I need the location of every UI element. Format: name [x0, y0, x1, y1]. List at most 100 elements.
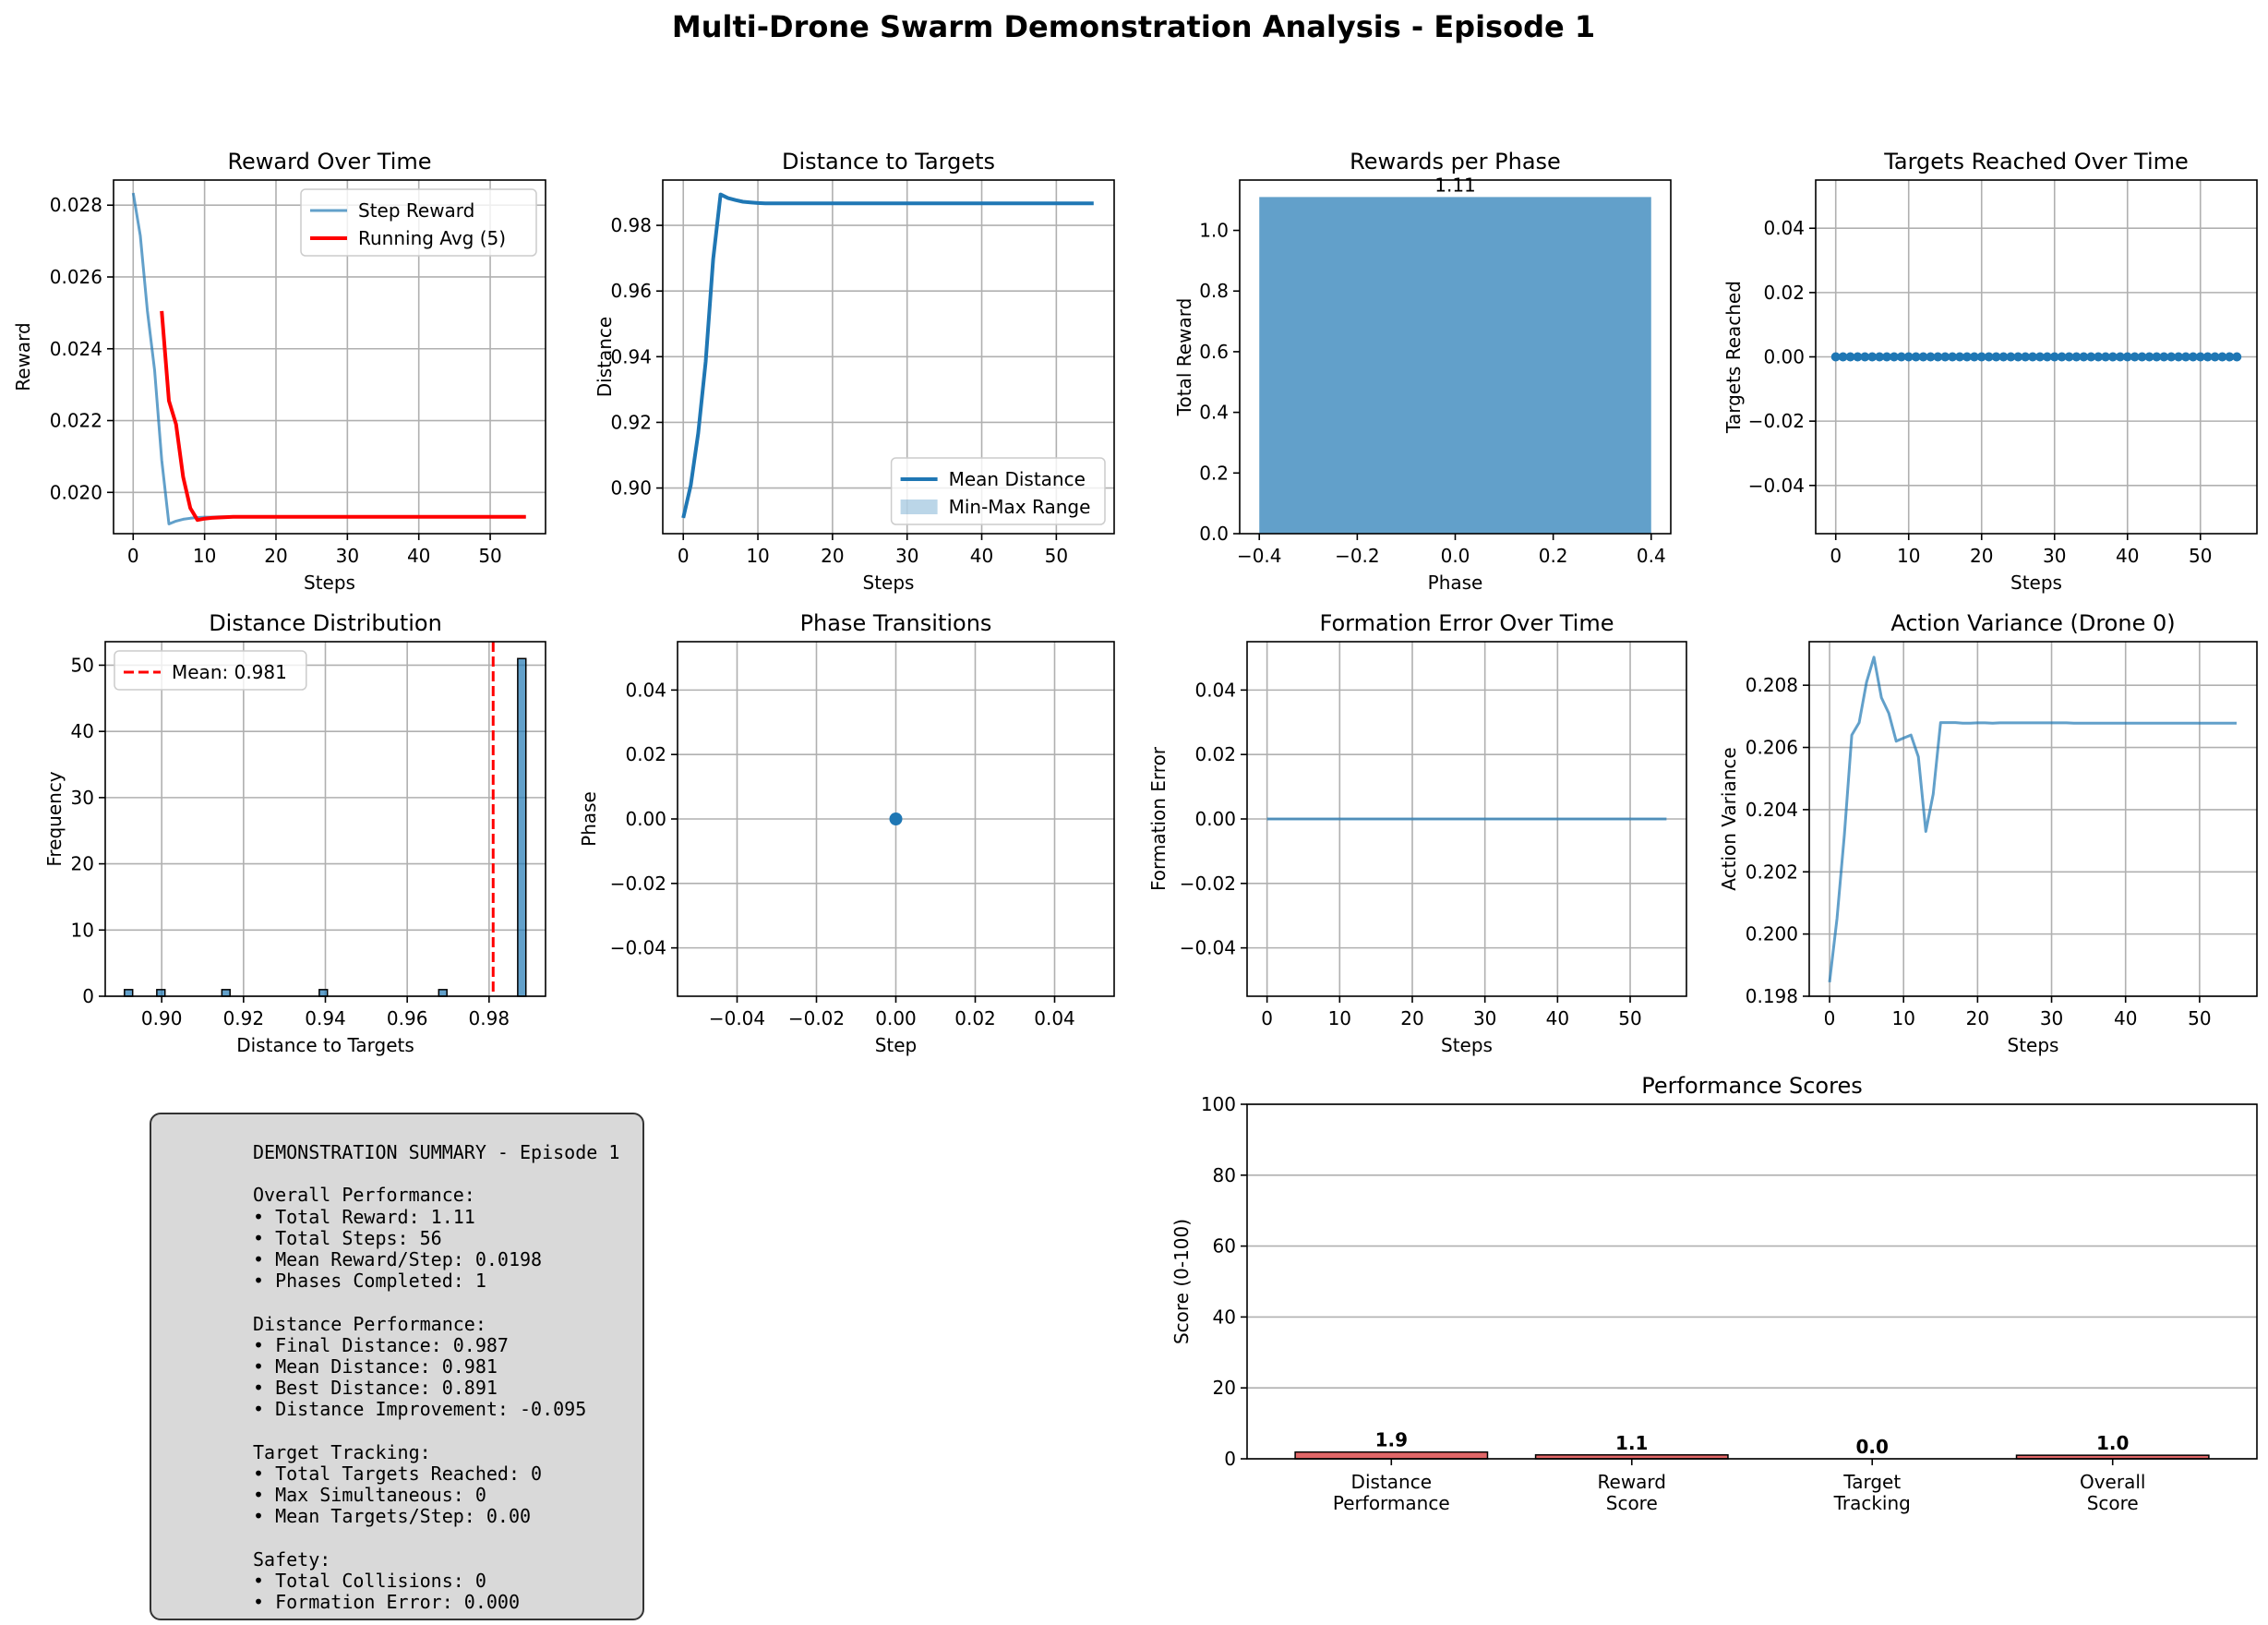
summary-line: • Mean Targets/Step: 0.00: [253, 1505, 532, 1528]
data-point: [1903, 352, 1914, 362]
summary-line: • Best Distance: 0.891: [253, 1377, 498, 1400]
y-tick-label: 30: [71, 787, 94, 809]
y-tick-label: 0.198: [1746, 985, 1798, 1007]
data-point: [1926, 352, 1936, 362]
x-tick-label: 10: [193, 545, 216, 567]
chart-phase_rewards: 1.11 −0.4 −0.2 0.0 0.2 0.4 0.0 0.2 0.4 0.6 0.8 1.0 R…: [1173, 149, 1672, 594]
x-tick-label: 0.4: [1637, 545, 1666, 567]
y-tick-label: 40: [71, 720, 94, 742]
summary-line: Overall Performance:: [253, 1184, 475, 1207]
data-point: [2225, 352, 2235, 362]
axes-frame: [1808, 641, 2258, 997]
x-tick-label: 10: [1328, 1007, 1351, 1029]
data-point: [2042, 352, 2052, 362]
y-tick-label: −0.02: [1180, 873, 1236, 895]
x-tick-label: 40: [1546, 1007, 1569, 1029]
summary-line: • Mean Distance: 0.981: [253, 1354, 498, 1378]
y-tick-label: 0.6: [1199, 341, 1229, 363]
x-tick-label: 0.94: [305, 1007, 346, 1029]
axes-frame: [1246, 1103, 2258, 1460]
y-tick-label: 0.200: [1746, 923, 1798, 945]
y-tick-label: 0.202: [1746, 861, 1798, 883]
y-axis-label: Targets Reached: [1722, 281, 1745, 434]
y-tick-label: 0.204: [1746, 799, 1798, 821]
x-axis-label: Steps: [2008, 1034, 2059, 1056]
y-tick-label: 0.04: [625, 679, 666, 701]
data-point: [2195, 352, 2205, 362]
data-point: [2122, 352, 2132, 362]
data-point: [2034, 352, 2045, 362]
chart-distance: 0 10 20 30 40 50 0.90 0.92 0.94 0.96 0.98 Distance …: [594, 149, 1115, 594]
histogram-bar: [156, 989, 166, 997]
x-tick-label: 0.90: [141, 1007, 183, 1029]
y-tick-label: 0.98: [610, 214, 652, 236]
chart-title: Performance Scores: [1641, 1073, 1862, 1099]
x-tick-label: 10: [1891, 1007, 1914, 1029]
summary-box: DEMONSTRATION SUMMARY - Episode 1 Overall…: [150, 1113, 644, 1620]
data-point: [2049, 352, 2059, 362]
x-tick-label: 40: [2114, 1007, 2137, 1029]
data-point: [2006, 352, 2016, 362]
x-axis-label: Steps: [304, 572, 355, 594]
x-tick-label: −0.04: [709, 1007, 765, 1029]
x-tick-label: 20: [1400, 1007, 1423, 1029]
data-point: [2028, 352, 2038, 362]
x-tick-label: 40: [407, 545, 430, 567]
data-point: [1911, 352, 1921, 362]
data-point: [1896, 352, 1906, 362]
x-tick-label: 0: [1824, 1007, 1836, 1029]
summary-line: • Distance Improvement: -0.095: [253, 1398, 587, 1421]
chart-targets_reached: 0 10 20 30 40 50 −0.04 −0.02 0.00 0.02 0.04 Targets…: [1722, 149, 2258, 594]
x-tick-label: Performance: [1333, 1492, 1450, 1514]
y-tick-label: 0.00: [1763, 346, 1805, 368]
legend-label: Min-Max Range: [949, 496, 1091, 518]
y-tick-label: 1.0: [1199, 220, 1229, 242]
data-point: [2086, 352, 2096, 362]
summary-line: • Total Reward: 1.11: [253, 1205, 475, 1228]
x-tick-label: 0.00: [875, 1007, 917, 1029]
data-point: [1991, 352, 2001, 362]
data-point: [1976, 352, 1986, 362]
data-point: [2232, 352, 2242, 362]
summary-line: • Mean Reward/Step: 0.0198: [253, 1247, 543, 1270]
summary-line: • Total Targets Reached: 0: [253, 1462, 543, 1485]
y-tick-label: −0.04: [1180, 937, 1236, 959]
data-point: [2137, 352, 2147, 362]
legend-label: Mean Distance: [949, 468, 1086, 490]
x-tick-label: 0.04: [1034, 1007, 1075, 1029]
data-point: [1940, 352, 1950, 362]
y-tick-label: 0.024: [50, 338, 102, 360]
data-point: [2144, 352, 2154, 362]
summary-line: • Phases Completed: 1: [253, 1270, 486, 1293]
data-point: [1830, 352, 1841, 362]
y-tick-label: 0.04: [1763, 217, 1805, 239]
y-axis-label: Total Reward: [1173, 298, 1195, 417]
data-point: [1838, 352, 1848, 362]
x-tick-label: −0.02: [788, 1007, 845, 1029]
x-tick-label: 0: [127, 545, 139, 567]
y-tick-label: 0.02: [1763, 282, 1805, 304]
y-tick-label: 20: [1213, 1377, 1236, 1399]
data-point: [1955, 352, 1965, 362]
summary-line: • Total Steps: 56: [253, 1226, 442, 1249]
y-tick-label: −0.02: [1748, 410, 1805, 432]
data-point: [889, 812, 903, 825]
data-point: [2202, 352, 2213, 362]
data-point: [2071, 352, 2082, 362]
x-tick-label: 50: [478, 545, 501, 567]
histogram-bar: [438, 989, 448, 997]
x-tick-label: Overall: [2080, 1471, 2145, 1493]
x-axis-label: Step: [875, 1034, 918, 1056]
x-tick-label: 20: [821, 545, 844, 567]
histogram-bar: [221, 989, 231, 997]
chart-title: Targets Reached Over Time: [1883, 149, 2189, 175]
chart-scores: 1.9 1.1 0.0 1.0DistancePerformanceRewardSco…: [1170, 1073, 2258, 1514]
figure-title: Multi-Drone Swarm Demonstration Analysis…: [672, 9, 1595, 44]
data-point: [2079, 352, 2089, 362]
y-tick-label: 40: [1213, 1306, 1236, 1328]
y-tick-label: 0: [82, 985, 94, 1007]
y-tick-label: −0.02: [610, 873, 666, 895]
x-tick-label: 30: [336, 545, 359, 567]
chart-reward: 0 10 20 30 40 50 0.020 0.022 0.024 0.026 0.028 Rewa…: [12, 149, 546, 594]
